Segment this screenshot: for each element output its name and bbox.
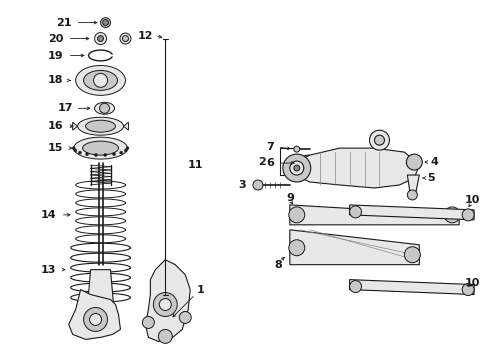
Text: 11: 11 bbox=[187, 160, 203, 170]
Circle shape bbox=[98, 36, 103, 41]
Text: 1: 1 bbox=[196, 284, 203, 294]
Text: 10: 10 bbox=[464, 278, 479, 288]
Circle shape bbox=[74, 149, 77, 152]
Circle shape bbox=[159, 298, 171, 310]
Ellipse shape bbox=[83, 71, 117, 90]
Circle shape bbox=[461, 284, 473, 296]
Circle shape bbox=[443, 207, 459, 223]
Polygon shape bbox=[289, 230, 419, 265]
Text: 17: 17 bbox=[58, 103, 73, 113]
Polygon shape bbox=[123, 122, 128, 130]
Ellipse shape bbox=[94, 102, 114, 114]
Circle shape bbox=[100, 103, 109, 113]
Polygon shape bbox=[294, 148, 419, 188]
Ellipse shape bbox=[82, 141, 118, 155]
Ellipse shape bbox=[85, 120, 115, 132]
Polygon shape bbox=[87, 270, 113, 305]
Polygon shape bbox=[145, 260, 190, 341]
Text: 3: 3 bbox=[238, 180, 245, 190]
Circle shape bbox=[78, 151, 81, 154]
Text: 6: 6 bbox=[265, 158, 273, 168]
Polygon shape bbox=[289, 205, 458, 225]
Circle shape bbox=[179, 311, 191, 323]
Circle shape bbox=[112, 153, 115, 156]
Circle shape bbox=[406, 154, 422, 170]
Circle shape bbox=[94, 32, 106, 45]
Polygon shape bbox=[349, 205, 473, 220]
Circle shape bbox=[303, 159, 311, 167]
Circle shape bbox=[299, 155, 315, 171]
Circle shape bbox=[120, 33, 131, 44]
Text: 8: 8 bbox=[273, 260, 281, 270]
Text: 12: 12 bbox=[137, 31, 153, 41]
Text: 19: 19 bbox=[48, 51, 63, 62]
Circle shape bbox=[288, 240, 304, 256]
Circle shape bbox=[293, 165, 299, 171]
Circle shape bbox=[103, 153, 106, 157]
Circle shape bbox=[158, 329, 172, 343]
Polygon shape bbox=[349, 280, 473, 294]
Text: 10: 10 bbox=[464, 195, 479, 205]
Text: 18: 18 bbox=[48, 75, 63, 85]
Circle shape bbox=[282, 154, 310, 182]
Text: 2: 2 bbox=[258, 157, 265, 167]
Text: 4: 4 bbox=[429, 157, 437, 167]
Text: 15: 15 bbox=[48, 143, 63, 153]
Ellipse shape bbox=[74, 137, 127, 159]
Text: 7: 7 bbox=[265, 142, 273, 152]
Circle shape bbox=[349, 280, 361, 293]
Circle shape bbox=[461, 209, 473, 221]
Circle shape bbox=[252, 180, 263, 190]
Text: 21: 21 bbox=[56, 18, 71, 28]
Circle shape bbox=[142, 316, 154, 328]
Circle shape bbox=[102, 20, 108, 26]
Circle shape bbox=[120, 151, 122, 154]
Text: 9: 9 bbox=[285, 193, 293, 203]
Circle shape bbox=[126, 147, 129, 150]
Circle shape bbox=[288, 207, 304, 223]
Circle shape bbox=[89, 314, 102, 325]
Circle shape bbox=[369, 130, 388, 150]
Circle shape bbox=[407, 190, 416, 200]
Circle shape bbox=[349, 206, 361, 218]
Circle shape bbox=[293, 146, 299, 152]
Text: 14: 14 bbox=[41, 210, 57, 220]
Polygon shape bbox=[68, 289, 120, 339]
Circle shape bbox=[94, 153, 97, 157]
Circle shape bbox=[289, 161, 303, 175]
Text: 16: 16 bbox=[48, 121, 63, 131]
Circle shape bbox=[404, 247, 420, 263]
Circle shape bbox=[374, 135, 384, 145]
Polygon shape bbox=[407, 175, 419, 195]
Circle shape bbox=[72, 147, 75, 150]
Text: 20: 20 bbox=[48, 33, 63, 44]
Text: 13: 13 bbox=[41, 265, 56, 275]
Circle shape bbox=[153, 293, 177, 316]
Circle shape bbox=[122, 36, 128, 41]
Text: 5: 5 bbox=[427, 173, 434, 183]
Polygon shape bbox=[73, 122, 78, 130]
Ellipse shape bbox=[76, 66, 125, 95]
Circle shape bbox=[83, 307, 107, 332]
Circle shape bbox=[101, 18, 110, 28]
Circle shape bbox=[124, 149, 127, 152]
Ellipse shape bbox=[78, 117, 123, 135]
Circle shape bbox=[93, 73, 107, 87]
Circle shape bbox=[85, 153, 88, 156]
